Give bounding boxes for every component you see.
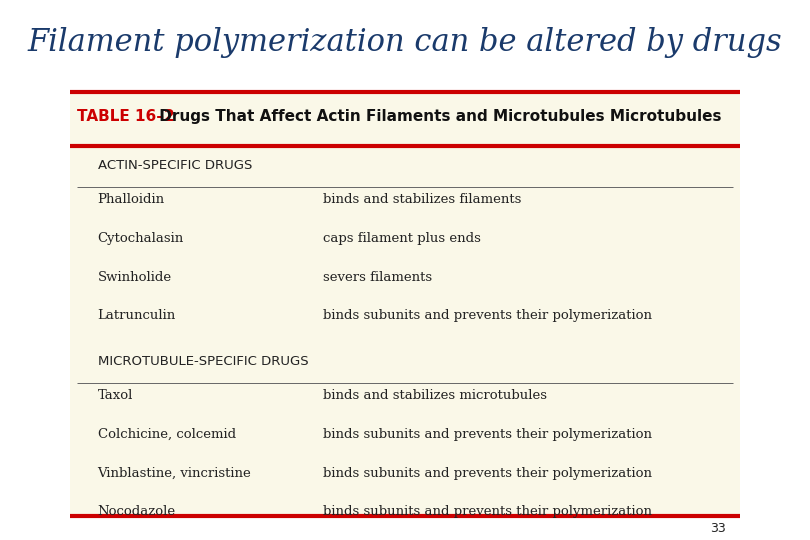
- Text: Filament polymerization can be altered by drugs: Filament polymerization can be altered b…: [28, 27, 782, 58]
- Text: Nocodazole: Nocodazole: [97, 505, 176, 518]
- Text: MICROTUBULE-SPECIFIC DRUGS: MICROTUBULE-SPECIFIC DRUGS: [97, 355, 309, 368]
- Text: Latrunculin: Latrunculin: [97, 309, 176, 322]
- Text: caps filament plus ends: caps filament plus ends: [323, 232, 481, 245]
- Text: 33: 33: [710, 522, 726, 535]
- Text: binds and stabilizes microtubules: binds and stabilizes microtubules: [323, 389, 547, 402]
- Text: Taxol: Taxol: [97, 389, 133, 402]
- Text: Vinblastine, vincristine: Vinblastine, vincristine: [97, 467, 251, 480]
- Text: binds subunits and prevents their polymerization: binds subunits and prevents their polyme…: [323, 505, 652, 518]
- Text: Swinholide: Swinholide: [97, 271, 172, 284]
- Text: ACTIN-SPECIFIC DRUGS: ACTIN-SPECIFIC DRUGS: [97, 159, 252, 172]
- FancyBboxPatch shape: [70, 92, 740, 518]
- Text: Cytochalasin: Cytochalasin: [97, 232, 184, 245]
- Text: Drugs That Affect Actin Filaments and Microtubules Microtubules: Drugs That Affect Actin Filaments and Mi…: [154, 109, 722, 124]
- Text: binds subunits and prevents their polymerization: binds subunits and prevents their polyme…: [323, 309, 652, 322]
- Text: Phalloidin: Phalloidin: [97, 193, 164, 206]
- Text: binds and stabilizes filaments: binds and stabilizes filaments: [323, 193, 522, 206]
- Text: TABLE 16–2: TABLE 16–2: [77, 109, 175, 124]
- Text: binds subunits and prevents their polymerization: binds subunits and prevents their polyme…: [323, 467, 652, 480]
- Text: severs filaments: severs filaments: [323, 271, 433, 284]
- Text: Colchicine, colcemid: Colchicine, colcemid: [97, 428, 236, 441]
- Text: binds subunits and prevents their polymerization: binds subunits and prevents their polyme…: [323, 428, 652, 441]
